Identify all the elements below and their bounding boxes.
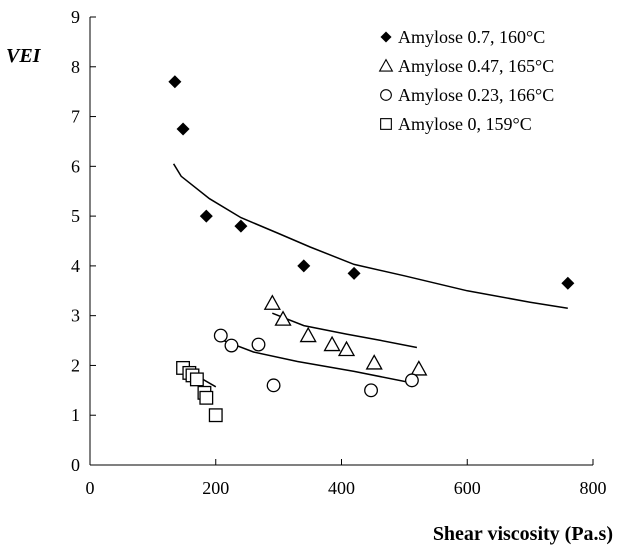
data-point (263, 294, 281, 310)
trend-line (172, 163, 568, 309)
data-point (299, 326, 317, 343)
data-point (199, 209, 213, 223)
data-point (168, 75, 182, 89)
legend-marker (380, 89, 392, 101)
y-tick-label: 9 (71, 7, 80, 27)
data-point (347, 266, 361, 280)
legend: Amylose 0.7, 160°C Amylose 0.47, 165°C Amy… (378, 27, 554, 134)
data-point (213, 328, 228, 343)
data-point (189, 372, 204, 387)
y-tick-label: 4 (71, 256, 80, 276)
data-point (337, 340, 356, 357)
data-point (404, 373, 419, 388)
x-tick-label: 600 (454, 478, 481, 498)
data-point (365, 354, 383, 370)
legend-label: Amylose 0.47, 165°C (398, 56, 554, 76)
y-tick-label: 3 (71, 306, 80, 326)
data-point (234, 219, 248, 233)
data-point (176, 122, 190, 136)
legend-marker (378, 58, 394, 72)
y-tick-label: 7 (71, 107, 80, 127)
trend-line (272, 312, 418, 349)
data-point (274, 310, 292, 326)
data-point (208, 408, 223, 423)
legend-marker (380, 118, 392, 130)
y-tick-label: 6 (71, 156, 80, 176)
x-tick-label: 800 (580, 478, 607, 498)
data-point (266, 378, 281, 393)
legend-label: Amylose 0, 159°C (398, 114, 532, 134)
data-point (224, 338, 239, 353)
x-tick-label: 400 (328, 478, 355, 498)
x-tick-label: 200 (202, 478, 229, 498)
y-tick-label: 2 (71, 355, 80, 375)
data-point (251, 337, 266, 352)
legend-marker (380, 31, 392, 43)
y-tick-label: 0 (71, 455, 80, 475)
data-point (323, 335, 341, 352)
data-point (410, 360, 428, 376)
data-point (199, 390, 214, 405)
trend-line (220, 338, 413, 384)
y-axis-title: VEI (6, 45, 42, 67)
legend-label: Amylose 0.23, 166°C (398, 85, 554, 105)
data-point (561, 276, 575, 290)
y-tick-label: 5 (71, 206, 80, 226)
x-axis-title: Shear viscosity (Pa.s) (433, 523, 613, 545)
y-tick-label: 1 (71, 405, 80, 425)
legend-label: Amylose 0.7, 160°C (398, 27, 545, 47)
y-tick-label: 8 (71, 57, 80, 77)
data-points (168, 75, 575, 423)
trend-lines (172, 163, 568, 388)
axes: 0 1 2 3 4 5 6 7 8 9 0 200 400 600 800 (71, 7, 607, 498)
data-point (364, 383, 379, 398)
x-tick-label: 0 (86, 478, 95, 498)
data-point (297, 259, 311, 273)
